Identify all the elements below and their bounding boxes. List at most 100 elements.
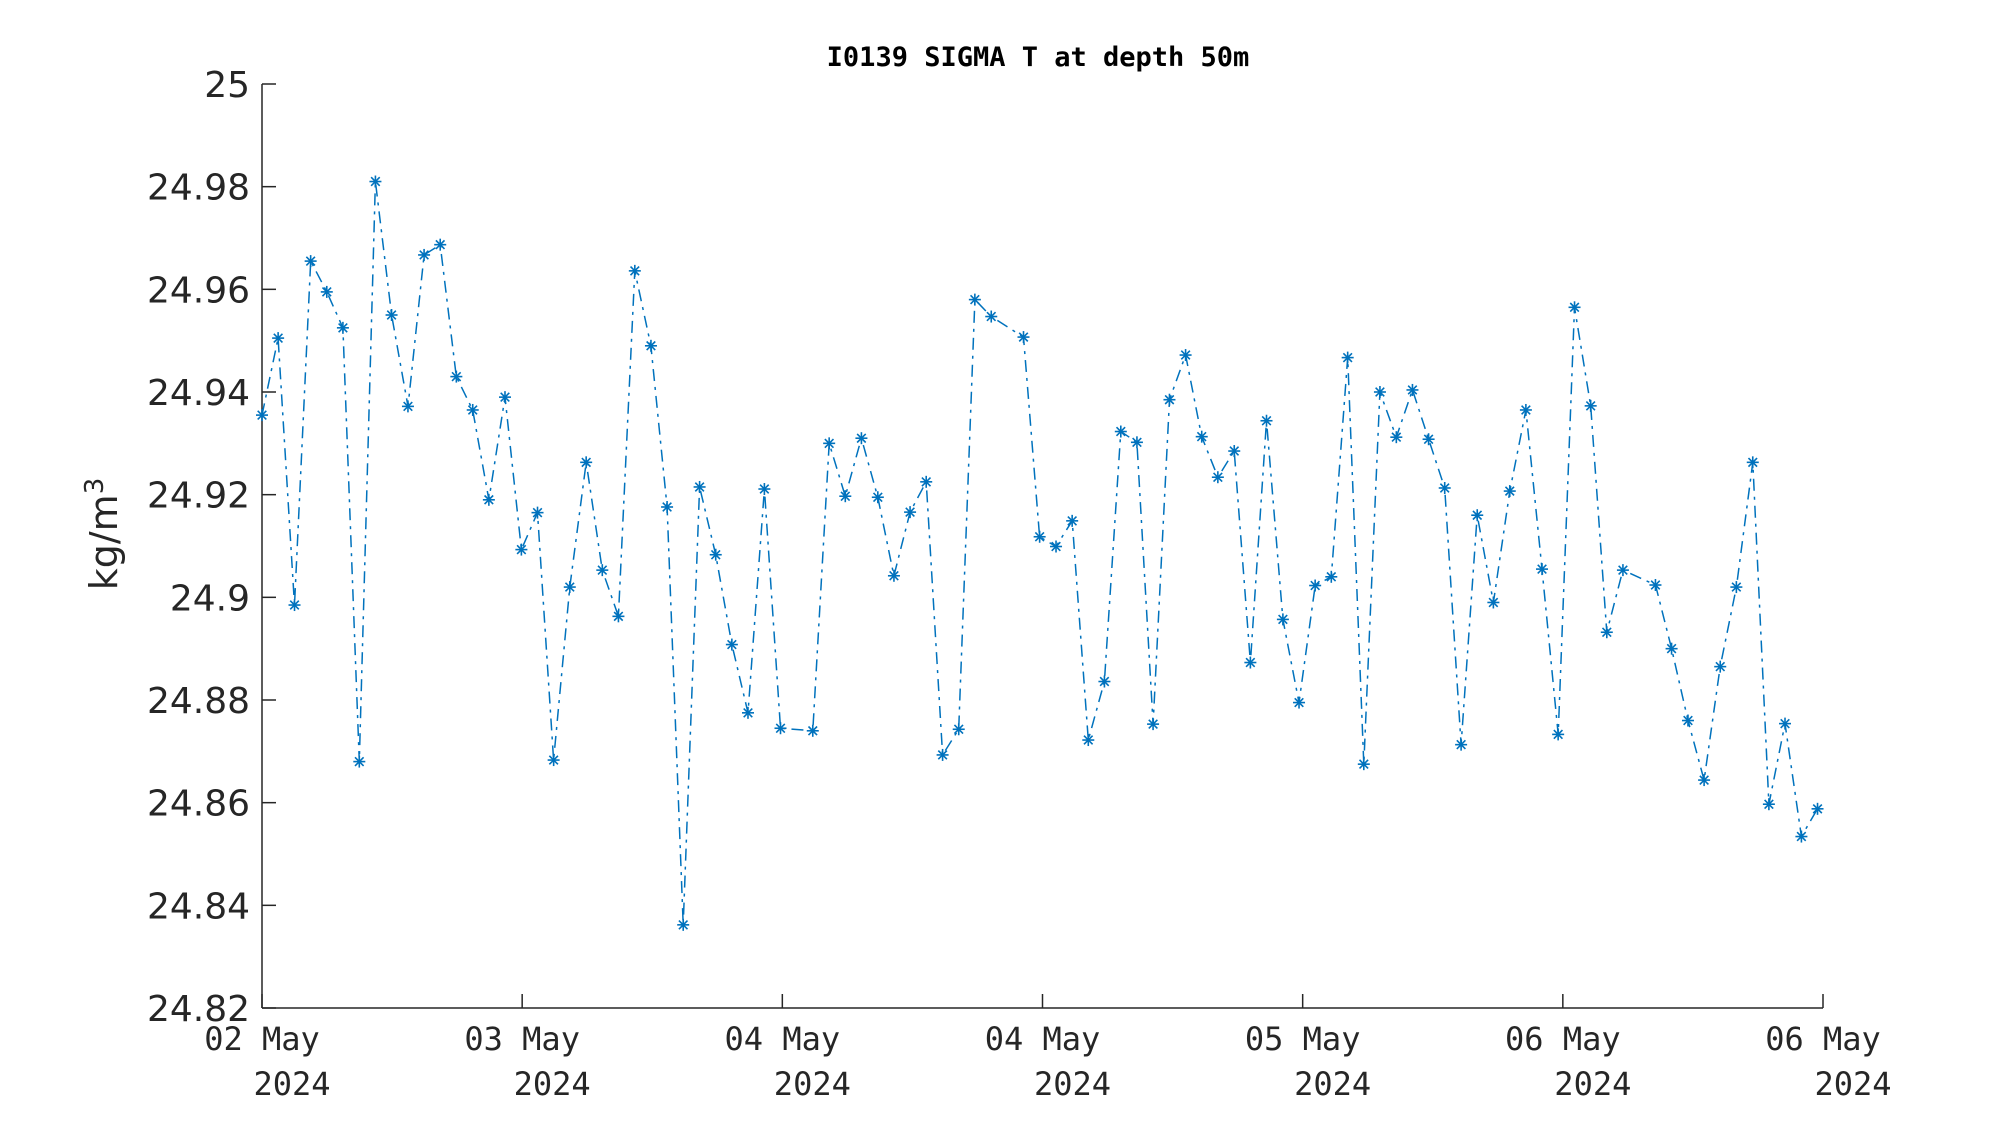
data-point bbox=[1033, 530, 1046, 543]
data-point bbox=[1795, 830, 1808, 843]
data-point bbox=[1147, 718, 1160, 731]
data-point bbox=[661, 500, 674, 513]
data-point bbox=[1163, 393, 1176, 406]
data-point bbox=[1179, 349, 1192, 362]
data-point bbox=[320, 285, 333, 298]
data-point bbox=[1649, 579, 1662, 592]
data-point bbox=[741, 706, 754, 719]
x-tick-label-year: 2024 bbox=[1814, 1065, 1891, 1103]
data-point bbox=[563, 581, 576, 594]
data-point bbox=[1714, 660, 1727, 673]
x-tick-label-year: 2024 bbox=[514, 1065, 591, 1103]
data-point bbox=[887, 569, 900, 582]
data-point bbox=[1017, 331, 1030, 344]
data-point bbox=[1811, 802, 1824, 815]
x-tick-label-year: 2024 bbox=[1034, 1065, 1111, 1103]
data-point bbox=[288, 599, 301, 612]
axes bbox=[261, 84, 1823, 1009]
x-tick-label-date: 04 May bbox=[725, 1020, 841, 1058]
data-point bbox=[1746, 456, 1759, 469]
data-point bbox=[353, 755, 366, 768]
data-point bbox=[952, 723, 965, 736]
data-point bbox=[304, 255, 317, 268]
data-point bbox=[936, 748, 949, 761]
data-point bbox=[369, 175, 382, 188]
data-point bbox=[596, 564, 609, 577]
y-axis-label-unit: kg/m bbox=[82, 494, 126, 590]
data-point bbox=[531, 506, 544, 519]
data-point bbox=[336, 321, 349, 334]
data-point bbox=[1293, 696, 1306, 709]
data-point bbox=[855, 432, 868, 445]
data-point bbox=[725, 638, 738, 651]
data-point bbox=[1082, 734, 1095, 747]
data-point bbox=[385, 309, 398, 321]
data-point bbox=[1552, 728, 1565, 741]
data-point bbox=[1260, 414, 1273, 427]
x-tick-label-year: 2024 bbox=[1294, 1065, 1371, 1103]
x-tick-label-date: 04 May bbox=[985, 1020, 1101, 1058]
x-tick-label-year: 2024 bbox=[1554, 1065, 1631, 1103]
data-point bbox=[709, 548, 722, 561]
data-point bbox=[272, 332, 285, 345]
x-tick-label-date: 06 May bbox=[1505, 1020, 1621, 1058]
y-tick-label: 24.86 bbox=[147, 784, 250, 825]
data-point bbox=[418, 248, 431, 261]
data-point bbox=[580, 456, 593, 469]
data-point bbox=[1244, 656, 1257, 669]
series-line bbox=[261, 181, 1819, 925]
data-point bbox=[515, 543, 528, 556]
data-point bbox=[1665, 642, 1678, 655]
y-axis-label-superscript: 3 bbox=[80, 478, 110, 495]
data-point bbox=[839, 490, 852, 503]
data-point bbox=[1487, 596, 1500, 609]
data-point bbox=[774, 722, 787, 735]
data-point bbox=[1519, 403, 1532, 416]
y-tick-label: 24.9 bbox=[170, 578, 250, 619]
y-tick-label: 24.92 bbox=[147, 476, 250, 517]
data-point bbox=[1455, 738, 1468, 751]
y-tick-label: 24.82 bbox=[147, 989, 250, 1030]
data-point bbox=[920, 475, 933, 488]
y-axis-label: kg/m3 bbox=[80, 478, 126, 591]
data-point bbox=[758, 483, 771, 496]
y-tick-label: 24.98 bbox=[147, 168, 250, 209]
data-point bbox=[1730, 581, 1743, 594]
x-tick-label-date: 06 May bbox=[1765, 1020, 1881, 1058]
data-point bbox=[1584, 399, 1597, 412]
y-tick-label: 24.94 bbox=[147, 373, 250, 414]
data-point bbox=[256, 409, 268, 422]
data-point bbox=[1438, 481, 1451, 494]
x-axis-ticks: 02 May 2024 03 May 2024 04 May 2024 04 May 2024… bbox=[204, 994, 1892, 1103]
y-axis-ticks: 24.82 24.84 24.86 24.88 24.9 24.92 24.94 24.96 2… bbox=[147, 65, 276, 1030]
data-point bbox=[1471, 509, 1484, 522]
chart-title: I0139 SIGMA T at depth 50m bbox=[827, 42, 1250, 73]
data-point bbox=[1681, 714, 1694, 727]
data-point bbox=[1536, 563, 1549, 576]
data-point bbox=[1098, 675, 1111, 688]
data-point bbox=[693, 480, 706, 493]
data-point bbox=[482, 493, 495, 506]
data-point bbox=[1228, 445, 1241, 458]
y-tick-label: 25 bbox=[204, 65, 250, 106]
data-point bbox=[1390, 431, 1403, 444]
data-point bbox=[1325, 570, 1338, 583]
data-point bbox=[823, 437, 836, 450]
y-tick-label: 24.88 bbox=[147, 681, 250, 722]
data-point bbox=[1341, 351, 1354, 364]
y-tick-label: 24.96 bbox=[147, 270, 250, 311]
data-point bbox=[1503, 485, 1516, 498]
data-point bbox=[1568, 301, 1581, 314]
data-point bbox=[450, 370, 463, 383]
data-point bbox=[1698, 774, 1711, 787]
data-point bbox=[644, 339, 657, 352]
data-point bbox=[904, 506, 917, 519]
x-tick-label-year: 2024 bbox=[774, 1065, 851, 1103]
data-point bbox=[1195, 430, 1208, 443]
data-point bbox=[547, 754, 560, 767]
data-point bbox=[1762, 798, 1775, 811]
data-point bbox=[806, 724, 819, 737]
data-point bbox=[628, 264, 641, 277]
data-point bbox=[612, 610, 625, 623]
